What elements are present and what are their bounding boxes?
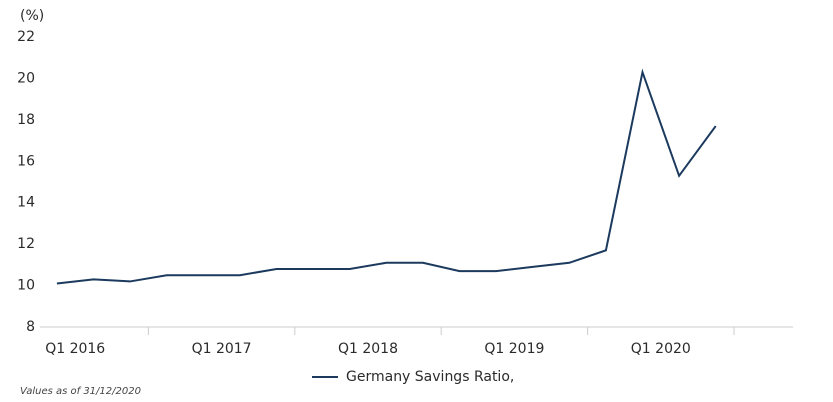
x-tick-label: Q1 2018 bbox=[338, 341, 398, 357]
y-tick-label: 12 bbox=[17, 236, 35, 252]
y-tick-label: 20 bbox=[17, 70, 35, 86]
x-tick-label: Q1 2020 bbox=[631, 341, 691, 357]
footnote: Values as of 31/12/2020 bbox=[20, 386, 141, 397]
y-axis-label: (%) bbox=[20, 8, 44, 24]
y-tick-label: 8 bbox=[26, 319, 35, 335]
y-tick-label: 16 bbox=[17, 153, 35, 169]
legend-label: Germany Savings Ratio, bbox=[346, 369, 514, 385]
y-tick-label: 10 bbox=[17, 278, 35, 294]
y-tick-label: 18 bbox=[17, 112, 35, 128]
x-tick-label: Q1 2017 bbox=[192, 341, 252, 357]
y-tick-label: 22 bbox=[17, 29, 35, 45]
series-line bbox=[56, 68, 717, 285]
y-tick-label: 14 bbox=[17, 195, 35, 211]
x-tick-label: Q1 2016 bbox=[45, 341, 105, 357]
x-tick-label: Q1 2019 bbox=[484, 341, 544, 357]
